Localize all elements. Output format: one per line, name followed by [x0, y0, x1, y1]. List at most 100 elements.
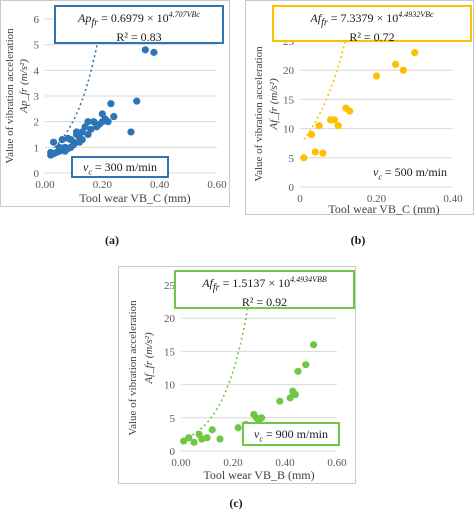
x-axis-title: Tool wear VB_C (mm) [79, 191, 190, 205]
cutting-speed-a: = 300 m/min [94, 160, 157, 174]
y-tick-label: 0 [34, 168, 40, 180]
data-point [141, 46, 149, 54]
y-tick-label: 25 [283, 36, 295, 48]
data-point [334, 122, 342, 130]
y-tick-label: 2 [34, 117, 40, 129]
x-tick-label: 0 [297, 193, 303, 205]
data-point [203, 434, 211, 442]
y-tick-label: 25 [164, 280, 176, 292]
equation-a: Apfr = 0.6979 × 104.707VBc [78, 10, 200, 29]
x-tick-label: 0.40 [150, 179, 170, 191]
y-tick-label: 15 [164, 346, 176, 358]
y-tick-label: 10 [283, 124, 295, 136]
panel-caption-b: (b) [350, 233, 366, 247]
y-tick-label: 20 [283, 65, 295, 77]
data-point [286, 394, 294, 402]
data-point [258, 414, 266, 422]
data-point [104, 118, 112, 126]
chart-panel-c: 0 5 10 15 20 25 0.00 0.20 0.40 0.60 Tool wear VB_B… [118, 266, 356, 484]
y-tick-label: 20 [164, 313, 176, 325]
x-tick-label: 0.20 [367, 193, 387, 205]
data-point [310, 341, 318, 349]
data-point [50, 138, 58, 146]
y-axis-title: Value of vibration acceleration [253, 46, 265, 182]
data-point [107, 100, 115, 108]
cutting-speed-c: = 900 m/min [265, 427, 328, 441]
y-axis-title: Value of vibration acceleration [127, 300, 139, 436]
y-tick-label: 5 [289, 153, 295, 165]
data-point [315, 122, 323, 130]
y-axis-title-unit: Ap_fr (m/s²) [18, 59, 30, 114]
x-tick-label: 0.40 [275, 457, 295, 469]
y-tick-label: 3 [34, 91, 40, 103]
data-point [150, 48, 158, 56]
x-tick-label: 0.20 [223, 457, 243, 469]
data-point [399, 66, 407, 74]
data-point [185, 434, 193, 442]
data-point [70, 138, 78, 146]
y-tick-label: 5 [170, 413, 176, 425]
data-point [330, 116, 339, 124]
cutting-speed-box-a: vc = 300 m/min [71, 156, 169, 178]
data-point [234, 424, 242, 432]
data-point [346, 107, 354, 115]
y-tick-label: 6 [34, 14, 40, 26]
r-squared-c: R² = 0.92 [241, 295, 288, 310]
x-tick-label: 0.00 [35, 179, 55, 191]
equation-box-a: Apfr = 0.6979 × 104.707VBc R² = 0.83 [54, 5, 224, 44]
r-squared-b: R² = 0.72 [349, 30, 395, 45]
y-axis-title-unit: Af_fr (m/s²) [268, 78, 280, 131]
data-point [392, 60, 400, 68]
data-point [276, 397, 284, 405]
r-squared-a: R² = 0.83 [116, 30, 162, 45]
panel-caption-a: (a) [105, 233, 119, 247]
cutting-speed-label-b: vc = 500 m/min [362, 163, 458, 181]
x-tick-label: 0.60 [327, 457, 347, 469]
data-point [78, 136, 86, 144]
data-point [311, 148, 319, 156]
data-point [294, 367, 302, 375]
data-point [319, 149, 327, 157]
y-tick-label: 0 [170, 446, 176, 458]
y-tick-label: 4 [34, 65, 40, 77]
data-point [180, 437, 188, 445]
y-tick-label: 1 [34, 142, 40, 154]
equation-b: Affr = 7.3379 × 104.4932VBc [310, 10, 434, 29]
y-tick-label: 5 [34, 40, 40, 52]
data-point [216, 435, 224, 443]
equation-c: Affr = 1.5137 × 104.4934VBB [202, 275, 327, 294]
y-axis-title-unit: Af_fr (m/s²) [143, 332, 155, 385]
x-axis-title: Tool wear VB_C (mm) [328, 202, 439, 216]
chart-panel-b: 0 5 10 15 20 25 0 0.20 0.40 Tool wear VB_C (mm) Va… [245, 0, 474, 216]
data-point [307, 130, 316, 139]
chart-a-svg: 0 1 2 3 4 5 6 0.00 0.20 0.40 0.60 Tool wear VB_C (m… [4, 14, 227, 205]
equation-box-b: Affr = 7.3379 × 104.4932VBc R² = 0.72 [272, 5, 472, 45]
data-point [411, 49, 419, 57]
cutting-speed-b: = 500 m/min [384, 165, 447, 179]
data-point [133, 97, 141, 105]
chart-panel-a: 0 1 2 3 4 5 6 0.00 0.20 0.40 0.60 Tool wear VB_C (m… [0, 0, 230, 207]
cutting-speed-box-c: vc = 900 m/min [242, 422, 340, 446]
y-tick-label: 10 [164, 380, 176, 392]
data-point [208, 426, 216, 434]
y-tick-label: 15 [283, 94, 295, 106]
equation-box-c: Affr = 1.5137 × 104.4934VBB R² = 0.92 [174, 270, 355, 309]
x-tick-label: 0.20 [93, 179, 113, 191]
data-point [300, 154, 308, 162]
panel-caption-c: (c) [229, 496, 243, 510]
data-point [302, 361, 310, 369]
data-point [372, 72, 381, 80]
x-tick-label: 0.00 [171, 457, 191, 469]
data-point [58, 136, 66, 144]
data-point [127, 128, 135, 136]
y-tick-label: 0 [289, 182, 295, 194]
data-point [87, 125, 95, 133]
data-point [190, 438, 198, 446]
x-tick-label: 0.40 [443, 193, 463, 205]
x-tick-label: 0.60 [207, 179, 227, 191]
data-point [110, 112, 118, 121]
data-point [84, 118, 92, 126]
y-axis-title: Value of vibration acceleration [4, 28, 16, 164]
data-point [291, 390, 299, 399]
x-axis-title: Tool wear VB_B (mm) [203, 468, 314, 482]
